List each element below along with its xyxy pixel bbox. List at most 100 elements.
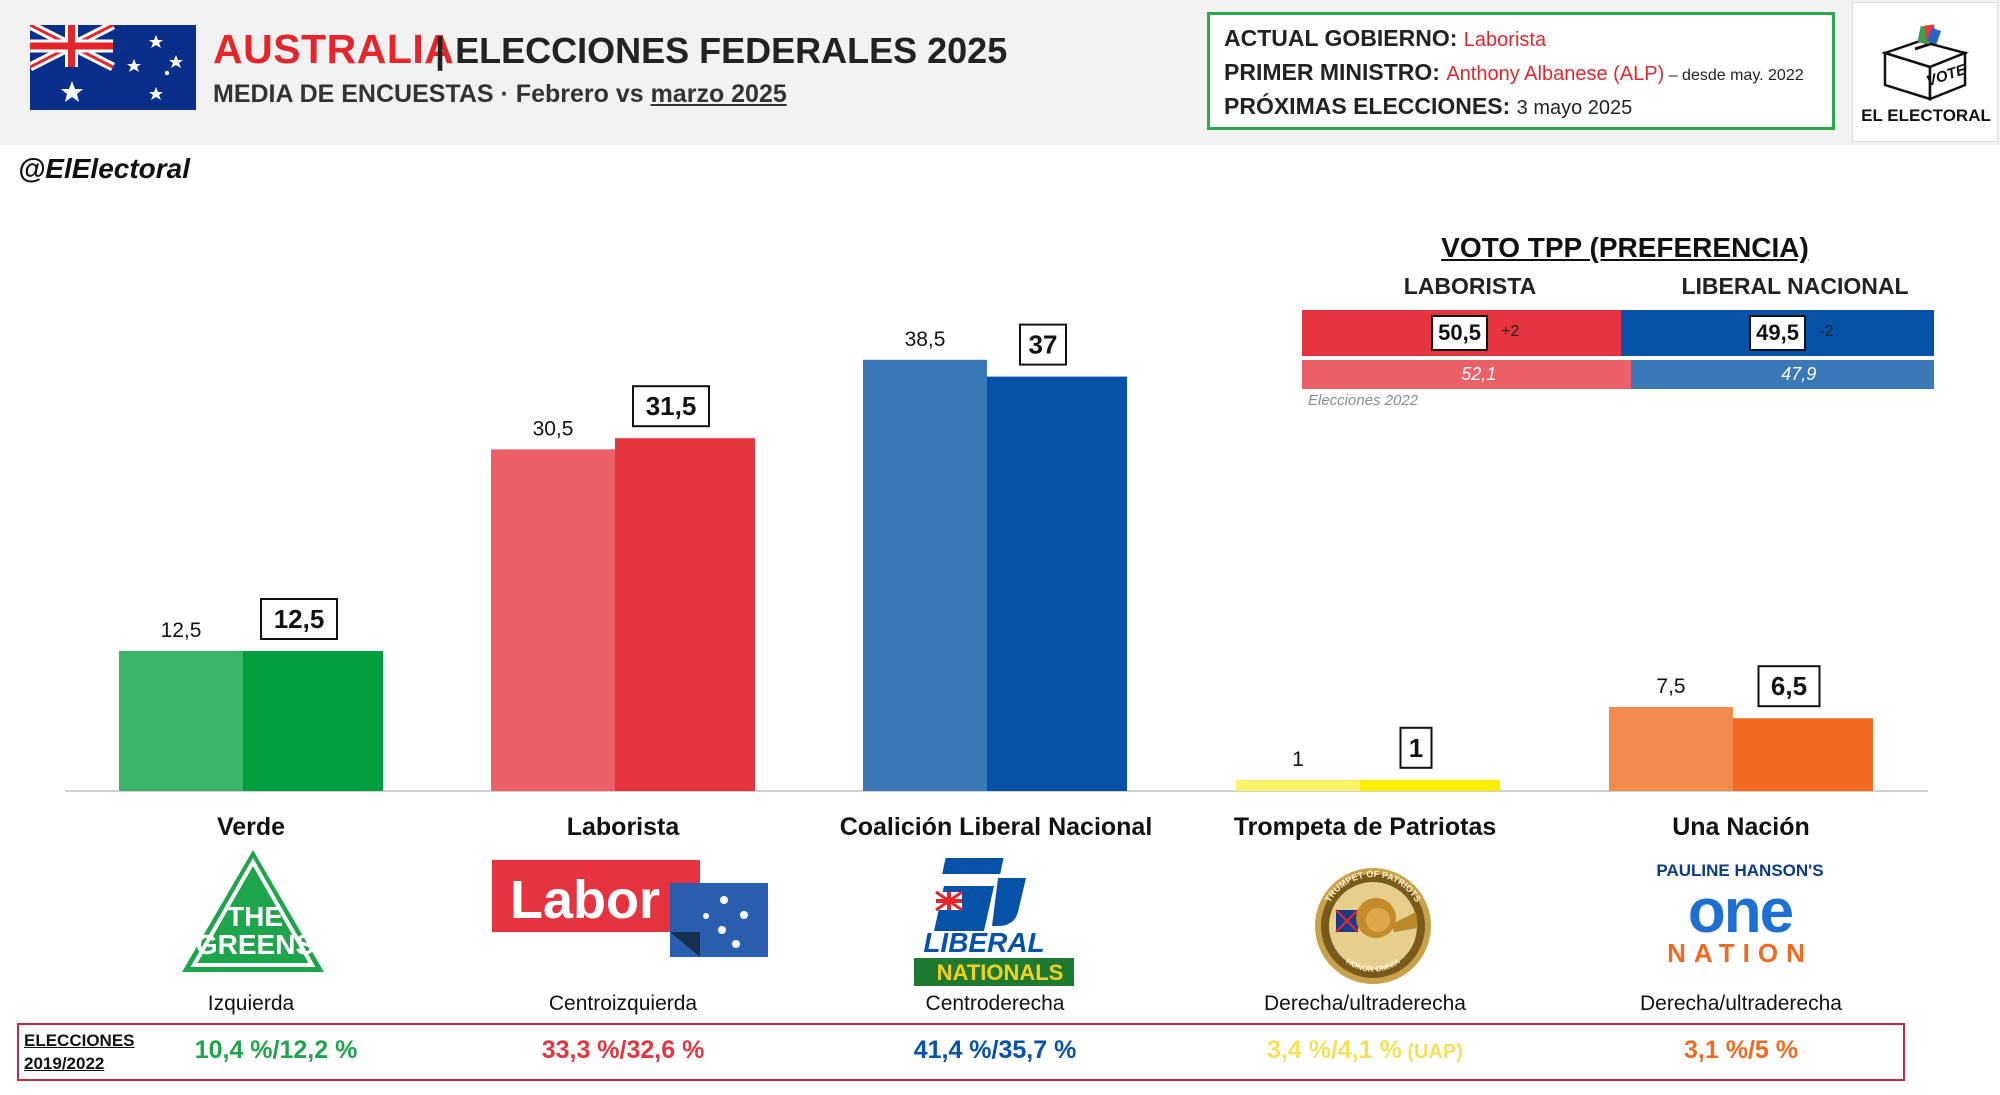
next-elections: PRÓXIMAS ELECCIONES: 3 mayo 2025 [1224, 93, 1632, 120]
greens-logo-icon: THE GREENS [182, 850, 324, 972]
result-una-nacion-value: 3,1 %/5 % [1684, 1036, 1798, 1064]
party-name-trompeta: Trompeta de Patriotas [1233, 813, 1497, 841]
label-mar-una-nacion: 6,5 [1771, 671, 1807, 701]
bar-feb-verde [119, 651, 243, 791]
one-nation-logo-mid: one [1688, 877, 1793, 946]
el-electoral-logo: VOTE EL ELECTORAL [1852, 2, 1998, 142]
poll-bar-chart: 12,5 12,5 30,5 31,5 38,5 37 1 1 7,5 6,5 [65, 323, 1928, 792]
label-mar-box-trompeta [1399, 726, 1433, 769]
title-country: AUSTRALIA [213, 26, 455, 72]
label-feb-una-nacion: 7,5 [1656, 675, 1685, 698]
tpp-right-delta: -2 [1819, 323, 1834, 340]
tpp-left-value: 50,5 [1431, 315, 1488, 351]
one-nation-logo-bottom: NATION [1667, 938, 1813, 968]
label-mar-verde: 12,5 [274, 604, 325, 634]
label-mar-laborista: 31,5 [646, 391, 697, 421]
previous-elections-label-line2: 2019/2022 [24, 1054, 105, 1073]
bar-mar-laborista [615, 438, 755, 791]
result-una-nacion: 3,1 %/5 % [1561, 1036, 1921, 1065]
current-government: ACTUAL GOBIERNO: Laborista [1224, 25, 1546, 52]
tpp-2022-bar: 52,1 47,9 [1302, 360, 1934, 389]
result-trompeta: 3,4 %/4,1 % (UAP) [1185, 1036, 1545, 1065]
bar-feb-coalicion [863, 359, 987, 791]
trumpet-patriots-logo-icon: TRUMPET OF PATRIOTS HONOR OMNIA [1315, 868, 1431, 984]
result-coalicion-value: 41,4 %/35,7 % [913, 1036, 1077, 1064]
label-mar-box-verde [260, 598, 338, 640]
label-mar-box-laborista [632, 385, 710, 428]
bar-mar-verde [243, 651, 383, 791]
nationals-logo-text: NATIONALS [937, 960, 1064, 985]
result-verde: 10,4 %/12,2 % [96, 1036, 456, 1065]
previous-elections-box [17, 1023, 1905, 1081]
party-name-coalicion: Coalición Liberal Nacional [839, 813, 1153, 841]
tpp-2022-left-value: 52,1 [1461, 364, 1497, 384]
bar-feb-una-nacion [1609, 707, 1733, 791]
liberal-logo-text: LIBERAL [923, 927, 1044, 958]
bar-mar-coalicion [987, 376, 1127, 791]
result-verde-value: 10,4 %/12,2 % [194, 1036, 358, 1064]
label-mar-box-una-nacion [1757, 665, 1821, 708]
previous-elections-label-line1: ELECCIONES [24, 1031, 135, 1050]
label-mar-trompeta: 1 [1409, 733, 1423, 763]
labor-logo-icon: Labor [492, 860, 768, 957]
bar-mar-una-nacion [1733, 718, 1873, 791]
label-feb-laborista: 30,5 [533, 417, 574, 440]
bar-feb-laborista [491, 449, 615, 791]
one-nation-logo-icon: PAULINE HANSON'S one NATION [1656, 861, 1823, 968]
bar-mar-trompeta [1360, 779, 1500, 791]
label-feb-coalicion: 38,5 [905, 328, 946, 351]
bar-feb-trompeta [1236, 779, 1360, 791]
prime-minister: PRIMER MINISTRO: Anthony Albanese (ALP) … [1224, 59, 1804, 86]
pm-since: – desde may. 2022 [1664, 67, 1804, 84]
next-label: PRÓXIMAS ELECCIONES: [1224, 93, 1511, 119]
subtitle-month: marzo 2025 [650, 80, 787, 108]
result-laborista-value: 33,3 %/32,6 % [541, 1036, 705, 1064]
labor-logo-text: Labor [510, 870, 660, 930]
tpp-left-label: LABORISTA [1403, 273, 1537, 299]
greens-logo-line1: THE [227, 901, 283, 932]
ideology-verde: Izquierda [207, 992, 295, 1015]
result-laborista: 33,3 %/32,6 % [443, 1036, 803, 1065]
subtitle-period: Febrero vs [515, 80, 651, 108]
pm-value: Anthony Albanese (ALP) [1446, 63, 1665, 85]
tpp-title: VOTO TPP (PREFERENCIA) [1441, 232, 1809, 263]
tpp-right-value: 49,5 [1749, 315, 1806, 351]
result-trompeta-value: 3,4 %/4,1 % [1267, 1036, 1402, 1064]
tpp-2022-right-segment [1631, 360, 1934, 389]
ideology-trompeta: Derecha/ultraderecha [1264, 992, 1466, 1015]
party-name-laborista: Laborista [566, 813, 680, 841]
result-trompeta-extra: (UAP) [1401, 1041, 1463, 1063]
gov-value: Laborista [1463, 29, 1547, 51]
government-info-box: ACTUAL GOBIERNO: Laborista PRIMER MINIST… [1207, 12, 1835, 130]
bars-group: 12,5 12,5 30,5 31,5 38,5 37 1 1 7,5 6,5 [119, 323, 1873, 791]
liberal-nationals-logo-icon: LIBERAL NATIONALS [914, 858, 1074, 986]
australia-flag-icon [30, 25, 196, 110]
result-coalicion: 41,4 %/35,7 % [815, 1036, 1175, 1065]
label-feb-verde: 12,5 [161, 619, 202, 642]
next-value: 3 mayo 2025 [1516, 97, 1633, 119]
previous-elections-label: ELECCIONES 2019/2022 [24, 1029, 135, 1075]
ballot-box-icon: VOTE [1880, 24, 1969, 101]
subtitle: MEDIA DE ENCUESTAS · Febrero vs marzo 20… [213, 80, 787, 109]
page-title: | ELECCIONES FEDERALES 2025 [435, 30, 1008, 71]
label-mar-box-coalicion [1019, 323, 1067, 366]
tpp-2022-left-segment [1302, 360, 1632, 389]
gov-label: ACTUAL GOBIERNO: [1224, 25, 1458, 51]
ideology-coalicion: Centroderecha [925, 992, 1065, 1015]
one-nation-logo-top: PAULINE HANSON'S [1656, 861, 1823, 880]
pm-label: PRIMER MINISTRO: [1224, 59, 1440, 85]
label-mar-coalicion: 37 [1029, 330, 1058, 360]
ideology-laborista: Centroizquierda [548, 992, 698, 1015]
subtitle-main: MEDIA DE ENCUESTAS · [213, 80, 516, 108]
brand-name: EL ELECTORAL [1861, 106, 1991, 125]
tpp-2022-right-value: 47,9 [1781, 364, 1817, 384]
greens-logo-line2: GREENS [196, 929, 314, 960]
tpp-note: Elecciones 2022 [1308, 392, 1419, 409]
tpp-current-bar: 50,5 +2 49,5 -2 [1302, 310, 1934, 356]
tpp-left-delta: +2 [1501, 323, 1520, 340]
twitter-handle: @ElElectoral [18, 153, 191, 184]
label-feb-trompeta: 1 [1292, 748, 1304, 771]
tpp-right-label: LIBERAL NACIONAL [1681, 273, 1909, 299]
party-name-una-nacion: Una Nación [1672, 813, 1810, 841]
ideology-una-nacion: Derecha/ultraderecha [1640, 992, 1842, 1015]
